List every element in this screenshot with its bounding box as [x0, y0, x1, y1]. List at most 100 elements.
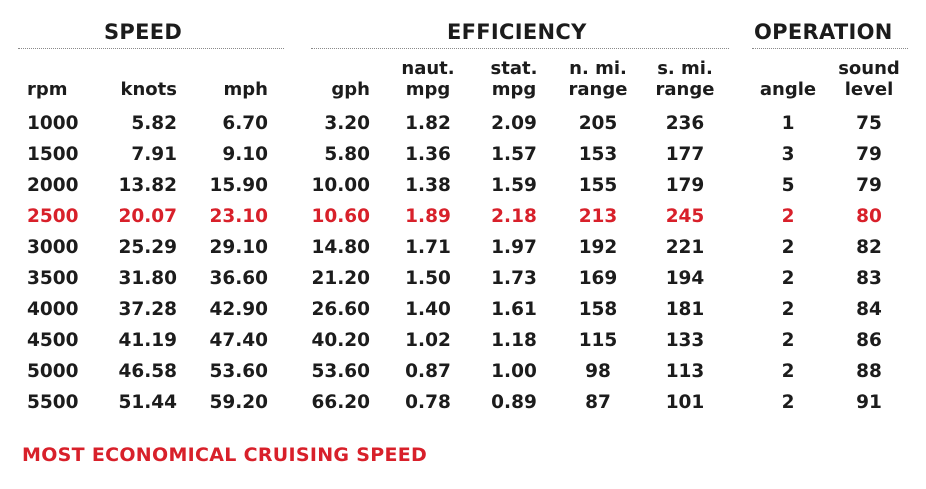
table-row: 1000 5.82 6.70 3.20 1.82 2.09 205 236 1 75 — [0, 108, 926, 139]
cell-naut-mpg: 1.89 — [405, 206, 451, 227]
cell-n-mi-range: 153 — [578, 144, 618, 165]
cell-s-mi-range: 236 — [665, 113, 705, 134]
cell-naut-mpg: 1.40 — [405, 299, 451, 320]
table-row: 3000 25.29 29.10 14.80 1.71 1.97 192 221 2 82 — [0, 232, 926, 263]
cell-mph: 6.70 — [222, 113, 268, 134]
cell-n-mi-range: 158 — [578, 299, 618, 320]
cell-knots: 5.82 — [131, 113, 177, 134]
cell-knots: 20.07 — [118, 206, 177, 227]
cell-rpm: 5500 — [27, 392, 79, 413]
col-header-angle: angle — [759, 79, 817, 100]
cell-sound-level: 86 — [856, 330, 882, 351]
cell-naut-mpg: 0.78 — [405, 392, 451, 413]
cell-naut-mpg: 1.50 — [405, 268, 451, 289]
cell-gph: 66.20 — [311, 392, 370, 413]
cell-stat-mpg: 1.18 — [491, 330, 537, 351]
cell-stat-mpg: 1.61 — [491, 299, 537, 320]
cell-n-mi-range: 192 — [578, 237, 618, 258]
cell-sound-level: 83 — [856, 268, 882, 289]
cell-stat-mpg: 1.97 — [491, 237, 537, 258]
cell-stat-mpg: 2.09 — [491, 113, 537, 134]
cell-naut-mpg: 0.87 — [405, 361, 451, 382]
cell-naut-mpg: 1.71 — [405, 237, 451, 258]
cell-n-mi-range: 115 — [578, 330, 618, 351]
cell-rpm: 1500 — [27, 144, 79, 165]
cell-s-mi-range: 133 — [665, 330, 705, 351]
cell-s-mi-range: 177 — [665, 144, 705, 165]
cell-mph: 47.40 — [209, 330, 268, 351]
cell-knots: 7.91 — [131, 144, 177, 165]
cell-sound-level: 88 — [856, 361, 882, 382]
cell-sound-level: 91 — [856, 392, 882, 413]
cell-s-mi-range: 179 — [665, 175, 705, 196]
cell-knots: 46.58 — [118, 361, 177, 382]
cell-gph: 26.60 — [311, 299, 370, 320]
cell-angle: 1 — [781, 113, 795, 134]
cell-gph: 40.20 — [311, 330, 370, 351]
cell-gph: 10.60 — [311, 206, 370, 227]
cell-s-mi-range: 113 — [665, 361, 705, 382]
cell-stat-mpg: 1.00 — [491, 361, 537, 382]
col-header-s-mi-range: s. mi. range — [655, 58, 715, 100]
cell-knots: 13.82 — [118, 175, 177, 196]
cell-sound-level: 84 — [856, 299, 882, 320]
col-header-n-mi-range: n. mi. range — [568, 58, 628, 100]
col-header-gph: gph — [331, 79, 370, 100]
cell-gph: 21.20 — [311, 268, 370, 289]
cell-angle: 2 — [781, 206, 795, 227]
cell-s-mi-range: 245 — [665, 206, 705, 227]
cell-stat-mpg: 2.18 — [491, 206, 537, 227]
group-label-efficiency: EFFICIENCY — [447, 20, 587, 44]
cell-mph: 9.10 — [222, 144, 268, 165]
col-header-stat-mpg: stat. mpg — [490, 58, 538, 100]
cell-angle: 2 — [781, 237, 795, 258]
cell-stat-mpg: 1.59 — [491, 175, 537, 196]
cell-rpm: 3500 — [27, 268, 79, 289]
cell-angle: 2 — [781, 392, 795, 413]
cell-sound-level: 79 — [856, 144, 882, 165]
table-row: 1500 7.91 9.10 5.80 1.36 1.57 153 177 3 79 — [0, 139, 926, 170]
cell-rpm: 2000 — [27, 175, 79, 196]
cell-angle: 5 — [781, 175, 795, 196]
cell-n-mi-range: 205 — [578, 113, 618, 134]
cell-n-mi-range: 98 — [585, 361, 611, 382]
table-row: 4000 37.28 42.90 26.60 1.40 1.61 158 181 2 84 — [0, 294, 926, 325]
cell-gph: 3.20 — [324, 113, 370, 134]
cell-gph: 53.60 — [311, 361, 370, 382]
group-rule-speed — [18, 48, 284, 49]
cell-rpm: 5000 — [27, 361, 79, 382]
col-header-mph: mph — [223, 79, 268, 100]
table-row: 2000 13.82 15.90 10.00 1.38 1.59 155 179 5 79 — [0, 170, 926, 201]
cell-knots: 51.44 — [118, 392, 177, 413]
cell-sound-level: 79 — [856, 175, 882, 196]
cell-angle: 2 — [781, 330, 795, 351]
cell-s-mi-range: 221 — [665, 237, 705, 258]
cell-n-mi-range: 169 — [578, 268, 618, 289]
data-table-body: 1000 5.82 6.70 3.20 1.82 2.09 205 236 1 75 1500 7.9… — [0, 108, 926, 418]
group-rule-efficiency — [311, 48, 729, 49]
group-rule-operation — [752, 48, 908, 49]
column-headers: rpm knots mph gph naut. mpg stat. mpg n.… — [0, 54, 926, 100]
cell-gph: 5.80 — [324, 144, 370, 165]
cell-mph: 36.60 — [209, 268, 268, 289]
cell-mph: 42.90 — [209, 299, 268, 320]
cell-stat-mpg: 1.57 — [491, 144, 537, 165]
cell-rpm: 3000 — [27, 237, 79, 258]
cell-mph: 59.20 — [209, 392, 268, 413]
cell-sound-level: 82 — [856, 237, 882, 258]
group-label-speed: SPEED — [104, 20, 183, 44]
table-row: 3500 31.80 36.60 21.20 1.50 1.73 169 194 2 83 — [0, 263, 926, 294]
cell-stat-mpg: 0.89 — [491, 392, 537, 413]
cell-naut-mpg: 1.36 — [405, 144, 451, 165]
cell-s-mi-range: 101 — [665, 392, 705, 413]
cell-gph: 14.80 — [311, 237, 370, 258]
cell-rpm: 4500 — [27, 330, 79, 351]
cell-n-mi-range: 155 — [578, 175, 618, 196]
table-row: 5500 51.44 59.20 66.20 0.78 0.89 87 101 2 91 — [0, 387, 926, 418]
cell-mph: 23.10 — [209, 206, 268, 227]
cell-rpm: 1000 — [27, 113, 79, 134]
cell-angle: 2 — [781, 361, 795, 382]
cell-naut-mpg: 1.38 — [405, 175, 451, 196]
cell-naut-mpg: 1.02 — [405, 330, 451, 351]
col-header-knots: knots — [120, 79, 177, 100]
